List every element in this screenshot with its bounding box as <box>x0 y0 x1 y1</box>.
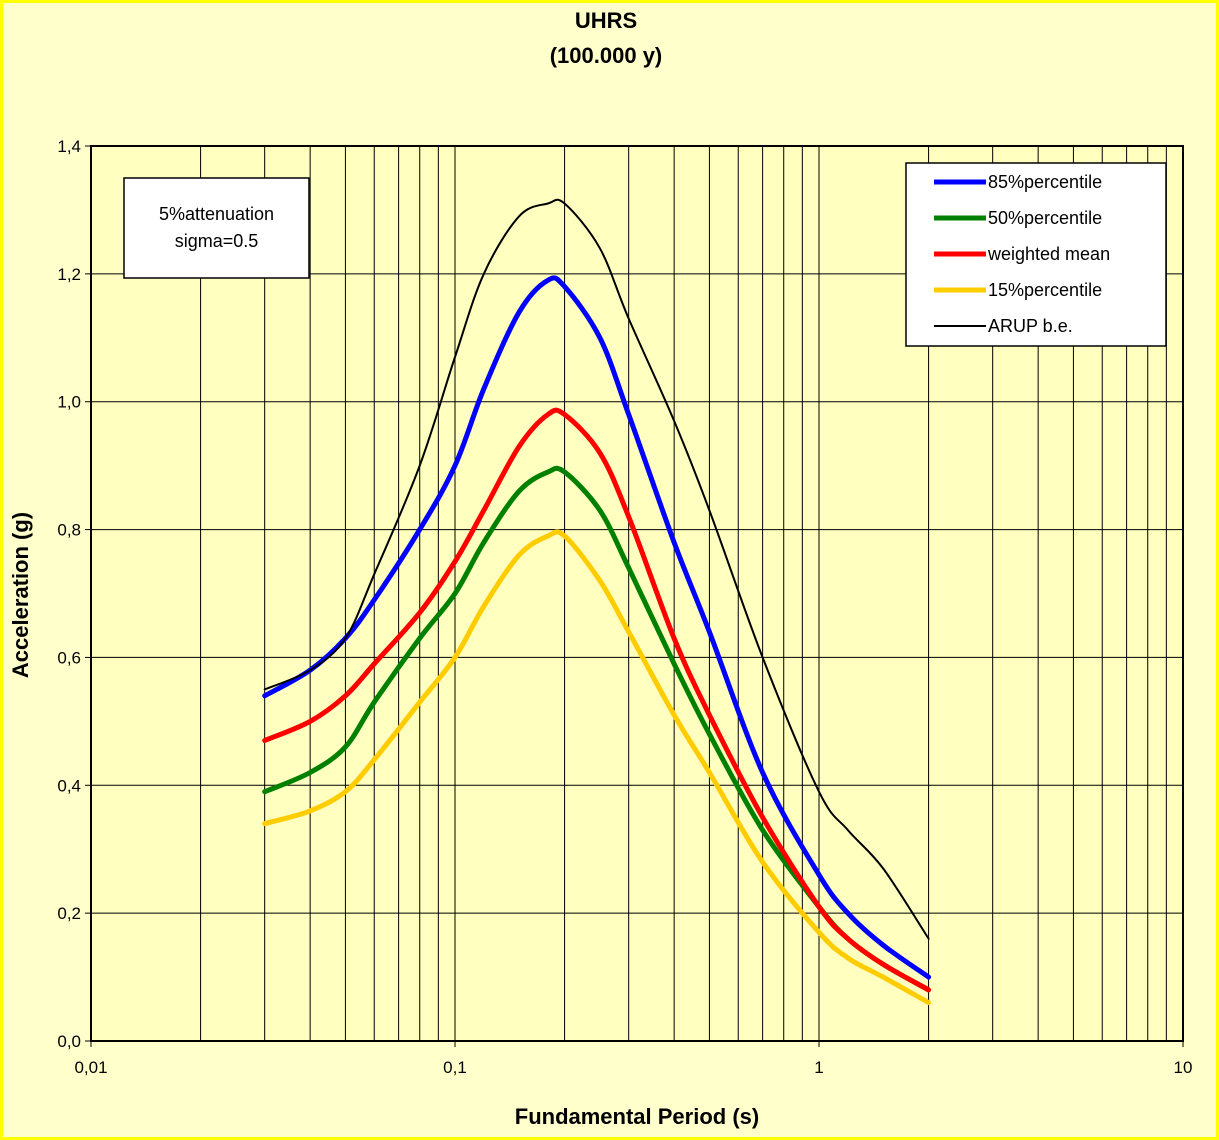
y-tick-label: 1,2 <box>57 265 81 284</box>
x-axis-title: Fundamental Period (s) <box>515 1104 759 1129</box>
annotation-line: 5%attenuation <box>159 204 274 224</box>
series-line-weighted-mean <box>262 407 932 993</box>
legend-label: 85%percentile <box>988 172 1102 192</box>
annotation-line: sigma=0.5 <box>175 231 259 251</box>
x-tick-label: 0,1 <box>443 1058 467 1077</box>
x-tick-label: 0,01 <box>74 1058 107 1077</box>
x-tick-label: 1 <box>814 1058 823 1077</box>
series-line-15-percentile <box>262 529 932 1006</box>
legend-label: 15%percentile <box>988 280 1102 300</box>
chart-frame: UHRS (100.000 y) 0,0 0,2 0,4 0,6 0,8 1,0 1,2 1,… <box>3 3 1216 1137</box>
chart-subtitle: (100.000 y) <box>550 43 663 68</box>
y-tick-label: 1,0 <box>57 393 81 412</box>
chart-title: UHRS <box>575 8 637 33</box>
y-tick-label: 0,0 <box>57 1032 81 1051</box>
plot-area: 0,0 0,2 0,4 0,6 0,8 1,0 1,2 1,4 0,01 0,1 1 10 85%per… <box>57 137 1192 1077</box>
y-tick-label: 0,8 <box>57 521 81 540</box>
y-tick-label: 0,2 <box>57 904 81 923</box>
series-line-arup-b-e- <box>263 198 930 940</box>
legend-label: weighted mean <box>987 244 1110 264</box>
series-line-85-percentile <box>262 275 932 980</box>
plot-border <box>90 145 1184 1042</box>
legend-label: ARUP b.e. <box>988 316 1073 336</box>
y-axis-title: Acceleration (g) <box>8 512 33 678</box>
chart: UHRS (100.000 y) 0,0 0,2 0,4 0,6 0,8 1,0 1,2 1,… <box>8 8 1192 1129</box>
legend-label: 50%percentile <box>988 208 1102 228</box>
y-tick-label: 1,4 <box>57 137 81 156</box>
x-tick-label: 10 <box>1174 1058 1193 1077</box>
y-tick-label: 0,6 <box>57 648 81 667</box>
annotation-box <box>123 177 310 279</box>
y-tick-label: 0,4 <box>57 776 81 795</box>
